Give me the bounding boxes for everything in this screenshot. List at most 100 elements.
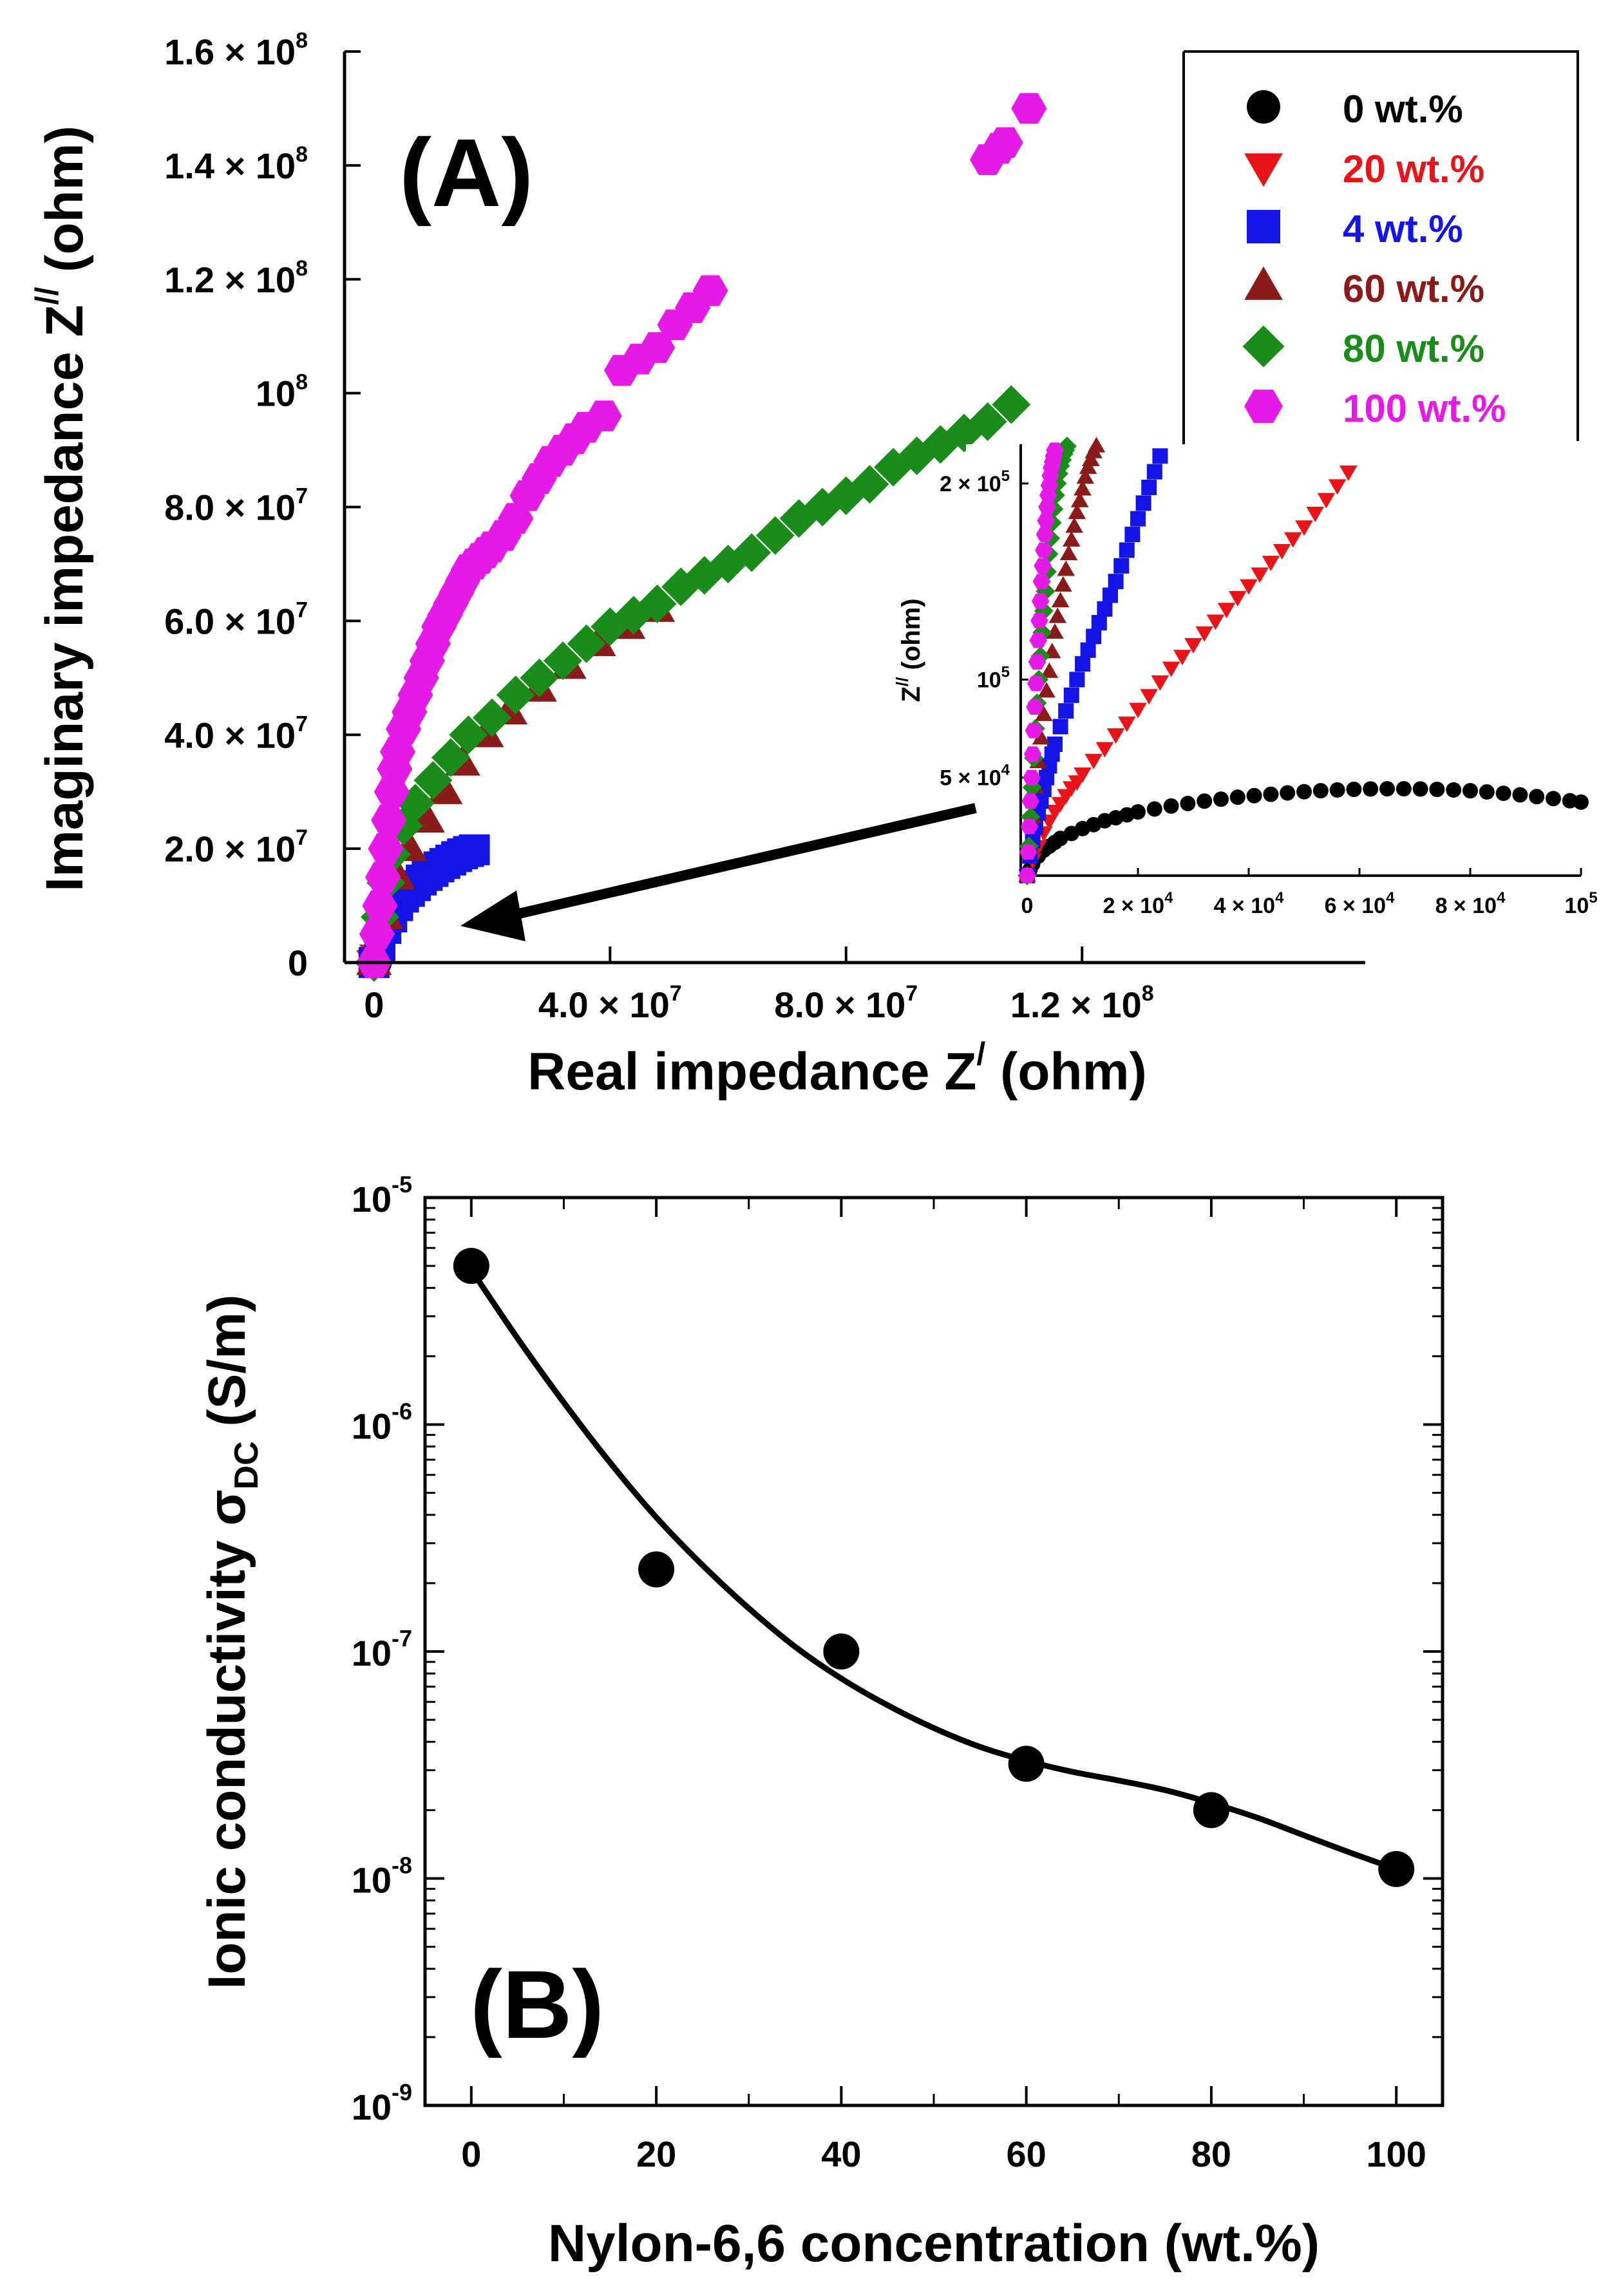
panel-b-label: (B) [470, 1950, 604, 2058]
inset-data-point [1146, 464, 1162, 480]
data-point [732, 533, 772, 572]
data-point [371, 805, 407, 836]
inset-ticks: 0 2 × 104 4 × 104 6 × 104 8 × 104 105 5 × 104 1… [940, 467, 1597, 918]
inset-data-point [1262, 556, 1280, 572]
panel-a-x-axis: 0 4.0 × 107 8.0 × 107 1.2 × 108 [364, 946, 1154, 1025]
x-tick-label: 1.2 × 108 [1010, 981, 1154, 1025]
inset-data-point [1036, 527, 1054, 542]
panel-b-fit [469, 1268, 1397, 1872]
legend-frame [1184, 50, 1579, 441]
inset-data-point [1529, 789, 1545, 805]
inset-data-point [1079, 458, 1097, 475]
inset-data-point [1328, 479, 1347, 495]
panel-a-series [354, 93, 1047, 982]
legend-label: 4 wt.% [1343, 207, 1463, 250]
legend-item-4-wt: 4 wt.% [1247, 207, 1463, 250]
inset-x-tick-label: 105 [1564, 889, 1597, 918]
inset-data-point [1108, 574, 1124, 590]
inset-data-point [1082, 450, 1100, 466]
inset-data-point [1118, 716, 1136, 732]
data-point [496, 675, 535, 715]
data-point [362, 890, 398, 921]
inset-data-point [1146, 801, 1162, 817]
inset-data-point [1035, 705, 1053, 721]
inset-data-point [1152, 448, 1168, 464]
panel-a-x-axis-title: Real impedance Z/ (ohm) [527, 1036, 1147, 1101]
inset-data-point [1263, 786, 1279, 802]
inset-data-point [1097, 601, 1113, 617]
inset-data-point [1124, 527, 1141, 543]
inset-data-point [1084, 753, 1103, 769]
inset-data-point [1074, 480, 1092, 496]
data-point [431, 738, 470, 777]
data-point [638, 1551, 675, 1588]
data-point [992, 385, 1031, 424]
data-point [368, 833, 404, 864]
inset-data-point [1573, 794, 1589, 810]
inset-data-point [1546, 791, 1561, 807]
legend-item-20-wt: 20 wt.% [1244, 147, 1484, 191]
panel-b-y-axis-title: Ionic conductivity σDC (S/m) [198, 1295, 265, 1990]
data-point [1011, 93, 1047, 124]
inset-data-point [1023, 769, 1041, 786]
inset-data-point [1246, 787, 1262, 804]
inset-data-point [1363, 781, 1379, 797]
y-tick-label: 2.0 × 107 [164, 825, 308, 869]
inset-x-tick-label: 4 × 104 [1214, 889, 1284, 918]
inset-data-point [1057, 560, 1075, 576]
data-point [1378, 1850, 1415, 1887]
inset-data-point [1046, 623, 1064, 639]
inset-data-point [1463, 783, 1478, 799]
y-tick-label: 0 [288, 943, 308, 983]
inset-data-point [1035, 542, 1053, 558]
inset-data-point [1119, 542, 1135, 558]
inset-data-point [1051, 592, 1070, 608]
inset-data-point [1284, 532, 1302, 548]
legend-label: 0 wt.% [1343, 88, 1463, 131]
inset-data-point [1273, 543, 1291, 560]
data-point [520, 658, 559, 697]
y-tick-label: 10-5 [352, 1171, 412, 1219]
inset-data-point [1479, 784, 1495, 800]
y-tick-label: 10-8 [352, 1852, 412, 1901]
inset-data-point [1229, 789, 1245, 805]
panel-a-y-axis-title: Imaginary impedance Z// (ohm) [29, 126, 94, 892]
y-tick-label: 4.0 × 107 [164, 711, 308, 755]
inset-data-point [1240, 579, 1258, 595]
inset-data-point [1141, 480, 1157, 495]
inset-data-point [1059, 545, 1078, 561]
inset-data-point [1048, 607, 1067, 623]
inset-data-point [1076, 468, 1095, 484]
x-tick-label: 0 [461, 2134, 481, 2174]
inset-data-point [1086, 628, 1102, 645]
inset-data-point [1163, 798, 1179, 814]
inset-data-point [1130, 804, 1146, 820]
data-point [586, 400, 622, 431]
data-point [473, 698, 512, 737]
inset-data-point [1018, 868, 1036, 883]
inset-data-point [1095, 742, 1114, 758]
inset-data-point [1195, 626, 1213, 642]
inset-series [1018, 437, 1589, 885]
legend-item-0-wt: 0 wt.% [1247, 88, 1463, 131]
inset-data-point [1512, 787, 1528, 803]
inset-data-point [1031, 593, 1050, 609]
y-tick-label: 108 [256, 370, 308, 414]
legend-marker [1242, 325, 1285, 368]
inset-data-point [1032, 729, 1050, 745]
inset-data-point [1054, 576, 1072, 592]
inset-data-point [1075, 656, 1090, 672]
legend-item-60-wt: 60 wt.% [1244, 266, 1484, 310]
inset-data-point [1087, 437, 1106, 453]
inset-data-point [1180, 795, 1196, 811]
panel-a-y-axis: 0 2.0 × 107 4.0 × 107 6.0 × 107 8.0 × 107 108… [164, 28, 361, 983]
panel-a: 0 2.0 × 107 4.0 × 107 6.0 × 107 8.0 × 107 108… [29, 28, 1598, 1101]
inset-data-point [1021, 793, 1039, 809]
inset-data-point [1038, 499, 1056, 515]
panel-b-series [453, 1248, 1415, 1887]
inset-data-point [1025, 722, 1043, 739]
series-80-wt [354, 385, 1031, 982]
inset-data-point [1162, 661, 1180, 677]
legend-item-80-wt: 80 wt.% [1242, 325, 1484, 370]
data-point [413, 761, 453, 800]
